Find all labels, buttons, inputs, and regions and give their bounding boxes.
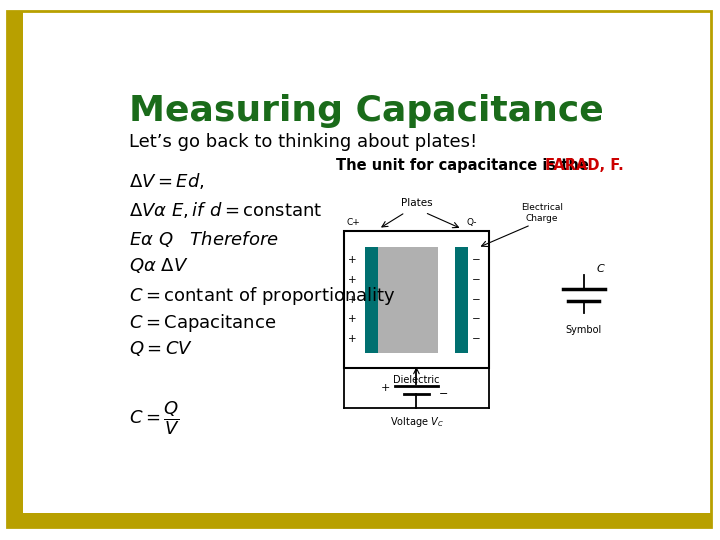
Text: Measuring Capacitance: Measuring Capacitance [129, 94, 604, 128]
Text: Symbol: Symbol [566, 325, 602, 335]
Text: +: + [381, 383, 390, 393]
Text: $C = \mathrm{contant\ of\ proportionality}$: $C = \mathrm{contant\ of\ proportionalit… [129, 285, 396, 307]
Text: −: − [472, 255, 481, 265]
Text: −: − [472, 334, 481, 344]
Bar [455, 247, 468, 353]
Text: Voltage $V_C$: Voltage $V_C$ [390, 415, 444, 429]
Text: $C = \mathrm{Capacitance}$: $C = \mathrm{Capacitance}$ [129, 312, 276, 334]
Text: $\Delta V\alpha\ E, if\ d = \mathrm{constant}$: $\Delta V\alpha\ E, if\ d = \mathrm{cons… [129, 200, 323, 220]
Bar [378, 247, 438, 353]
Text: −: − [438, 389, 448, 399]
Text: +: + [348, 314, 356, 325]
Text: C: C [597, 264, 605, 274]
Text: $C = \dfrac{Q}{V}$: $C = \dfrac{Q}{V}$ [129, 400, 180, 437]
Text: Let’s go back to thinking about plates!: Let’s go back to thinking about plates! [129, 133, 477, 151]
Text: +: + [348, 255, 356, 265]
Text: +: + [348, 295, 356, 305]
Text: −: − [472, 314, 481, 325]
Text: Electrical
Charge: Electrical Charge [521, 204, 563, 223]
Text: −: − [472, 275, 481, 285]
Text: $Q\alpha\ \Delta V$: $Q\alpha\ \Delta V$ [129, 256, 189, 275]
Text: −: − [472, 295, 481, 305]
Text: Dielectric: Dielectric [393, 375, 440, 384]
Bar [365, 247, 378, 353]
Text: +: + [348, 275, 356, 285]
Text: C+: C+ [347, 218, 361, 227]
Text: The unit for capacitance is the: The unit for capacitance is the [336, 158, 593, 173]
Bar [344, 231, 489, 368]
Text: $Q = CV$: $Q = CV$ [129, 339, 193, 358]
Text: $\Delta V = Ed,$: $\Delta V = Ed,$ [129, 171, 204, 191]
Text: Q-: Q- [467, 218, 477, 227]
Text: Plates: Plates [400, 198, 432, 208]
Text: +: + [348, 334, 356, 344]
Text: FARAD, F.: FARAD, F. [545, 158, 624, 173]
Text: $E\alpha\ Q \quad \it{Therefore}$: $E\alpha\ Q \quad \it{Therefore}$ [129, 229, 279, 249]
